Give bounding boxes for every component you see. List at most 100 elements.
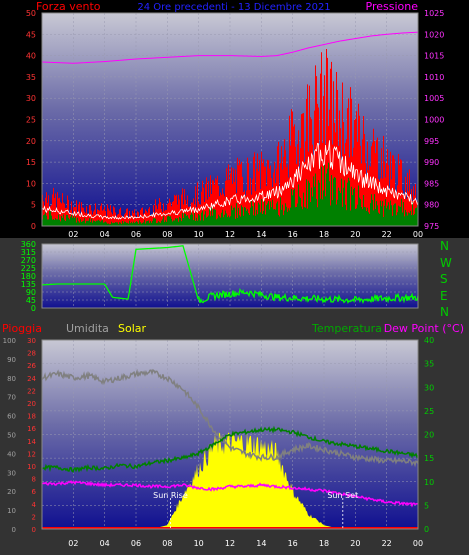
y-right-tick-label: 40: [424, 336, 434, 345]
y-right-tick-label: 1010: [424, 73, 444, 82]
dewpoint-line: [41, 480, 419, 508]
rain-tick-label: 30: [27, 337, 36, 345]
x-tick-label: 00: [413, 539, 423, 548]
rain-tick-label: 20: [27, 400, 36, 408]
rain-tick-label: 22: [27, 387, 36, 395]
y-right-tick-label: 35: [424, 360, 434, 369]
compass-labels: N W S E N: [440, 239, 452, 319]
rain-tick-label: 0: [32, 526, 36, 534]
compass-label: W: [440, 256, 452, 270]
wind-direction-line: [41, 245, 419, 305]
wind-pressure-chart: 0510152025303540455097598098599099510001…: [0, 0, 469, 239]
x-tick-label: 04: [100, 230, 110, 239]
top-chart-title: 24 Ore precedenti - 13 Dicembre 2021: [137, 2, 330, 13]
y-right-tick-label: 985: [424, 179, 439, 188]
y-tick-label: 180: [21, 272, 36, 281]
humidity-tick-label: 50: [7, 432, 16, 440]
y-right-tick-label: 990: [424, 158, 439, 167]
y-right-tick-label: 25: [424, 407, 434, 416]
compass-label: S: [440, 272, 448, 286]
pressure-line: [41, 31, 419, 64]
x-tick-label: 22: [382, 230, 392, 239]
y-right-tick-label: 1005: [424, 94, 444, 103]
y-tick-label: 25: [26, 116, 36, 125]
x-tick-label: 14: [256, 230, 266, 239]
y-tick-label: 15: [26, 158, 36, 167]
x-tick-label: 06: [131, 539, 141, 548]
rain-tick-label: 6: [32, 488, 37, 496]
humidity-tick-label: 90: [7, 356, 16, 364]
y-tick-label: 20: [26, 137, 36, 146]
x-tick-label: 14: [256, 539, 266, 548]
y-tick-label: 0: [31, 304, 36, 313]
y-tick-label: 315: [21, 248, 36, 257]
compass-label: N: [440, 305, 449, 319]
compass-label: E: [440, 289, 448, 303]
humidity-tick-label: 100: [3, 337, 16, 345]
humidity-solar-temperature-chart: Sun Rise Sun Set 010203040506070809010002…: [0, 318, 469, 555]
y-tick-label: 270: [21, 256, 36, 265]
x-tick-label: 20: [350, 539, 360, 548]
y-right-tick-label: 5: [424, 501, 429, 510]
rain-tick-label: 24: [27, 375, 36, 383]
rain-tick-label: 18: [27, 413, 36, 421]
rain-tick-label: 28: [27, 350, 36, 358]
humidity-tick-label: 0: [12, 526, 16, 534]
y-tick-label: 0: [31, 222, 36, 231]
y-right-tick-label: 975: [424, 222, 439, 231]
y-tick-label: 40: [26, 52, 36, 61]
x-tick-label: 18: [319, 230, 329, 239]
x-tick-label: 22: [382, 539, 392, 548]
y-tick-label: 90: [26, 288, 36, 297]
x-tick-label: 08: [162, 230, 172, 239]
temperature-line: [41, 425, 419, 473]
x-tick-label: 02: [68, 539, 78, 548]
temperature-label: Temperatura: [311, 322, 382, 335]
x-tick-label: 06: [131, 230, 141, 239]
y-right-tick-label: 1025: [424, 9, 444, 18]
y-right-tick-label: 20: [424, 431, 434, 440]
sunrise-label: Sun Rise: [153, 491, 188, 500]
y-right-tick-label: 15: [424, 454, 434, 463]
humidity-tick-label: 30: [7, 469, 16, 477]
humidity-tick-label: 10: [7, 507, 16, 515]
mid-plot-frame: [41, 243, 419, 309]
y-right-tick-label: 10: [424, 478, 434, 487]
rain-tick-label: 2: [32, 513, 36, 521]
x-tick-label: 02: [68, 230, 78, 239]
solar-label: Solar: [118, 322, 147, 335]
rain-tick-label: 10: [27, 463, 36, 471]
y-tick-label: 10: [26, 179, 36, 188]
y-tick-label: 50: [26, 9, 36, 18]
humidity-tick-label: 60: [7, 413, 16, 421]
humidity-tick-label: 80: [7, 375, 16, 383]
x-tick-label: 16: [288, 230, 298, 239]
rain-label: Pioggia: [2, 322, 42, 335]
y-right-tick-label: 1000: [424, 116, 444, 125]
x-tick-label: 10: [194, 539, 204, 548]
rain-tick-label: 8: [32, 476, 36, 484]
y-tick-label: 135: [21, 280, 36, 289]
humidity-line: [41, 368, 419, 468]
y-right-tick-label: 30: [424, 383, 434, 392]
y-right-tick-label: 980: [424, 201, 439, 210]
dewpoint-label: Dew Point (°C): [384, 322, 464, 335]
y-right-tick-label: 1020: [424, 30, 444, 39]
y-right-tick-label: 995: [424, 137, 439, 146]
humidity-label: Umidita: [66, 322, 109, 335]
x-tick-label: 12: [225, 539, 235, 548]
bottom-axes: 0102030405060708090100024681012141618202…: [3, 336, 435, 548]
sunset-label: Sun Set: [327, 491, 358, 500]
bottom-plot-frame: [41, 339, 419, 530]
y-tick-label: 45: [26, 296, 36, 305]
y-tick-label: 45: [26, 30, 36, 39]
rain-tick-label: 14: [27, 438, 36, 446]
humidity-tick-label: 40: [7, 450, 16, 458]
y-right-tick-label: 0: [424, 525, 429, 534]
y-tick-label: 30: [26, 94, 36, 103]
y-tick-label: 225: [21, 264, 36, 273]
x-tick-label: 04: [100, 539, 110, 548]
solar-area: [42, 431, 418, 529]
y-right-tick-label: 1015: [424, 52, 444, 61]
